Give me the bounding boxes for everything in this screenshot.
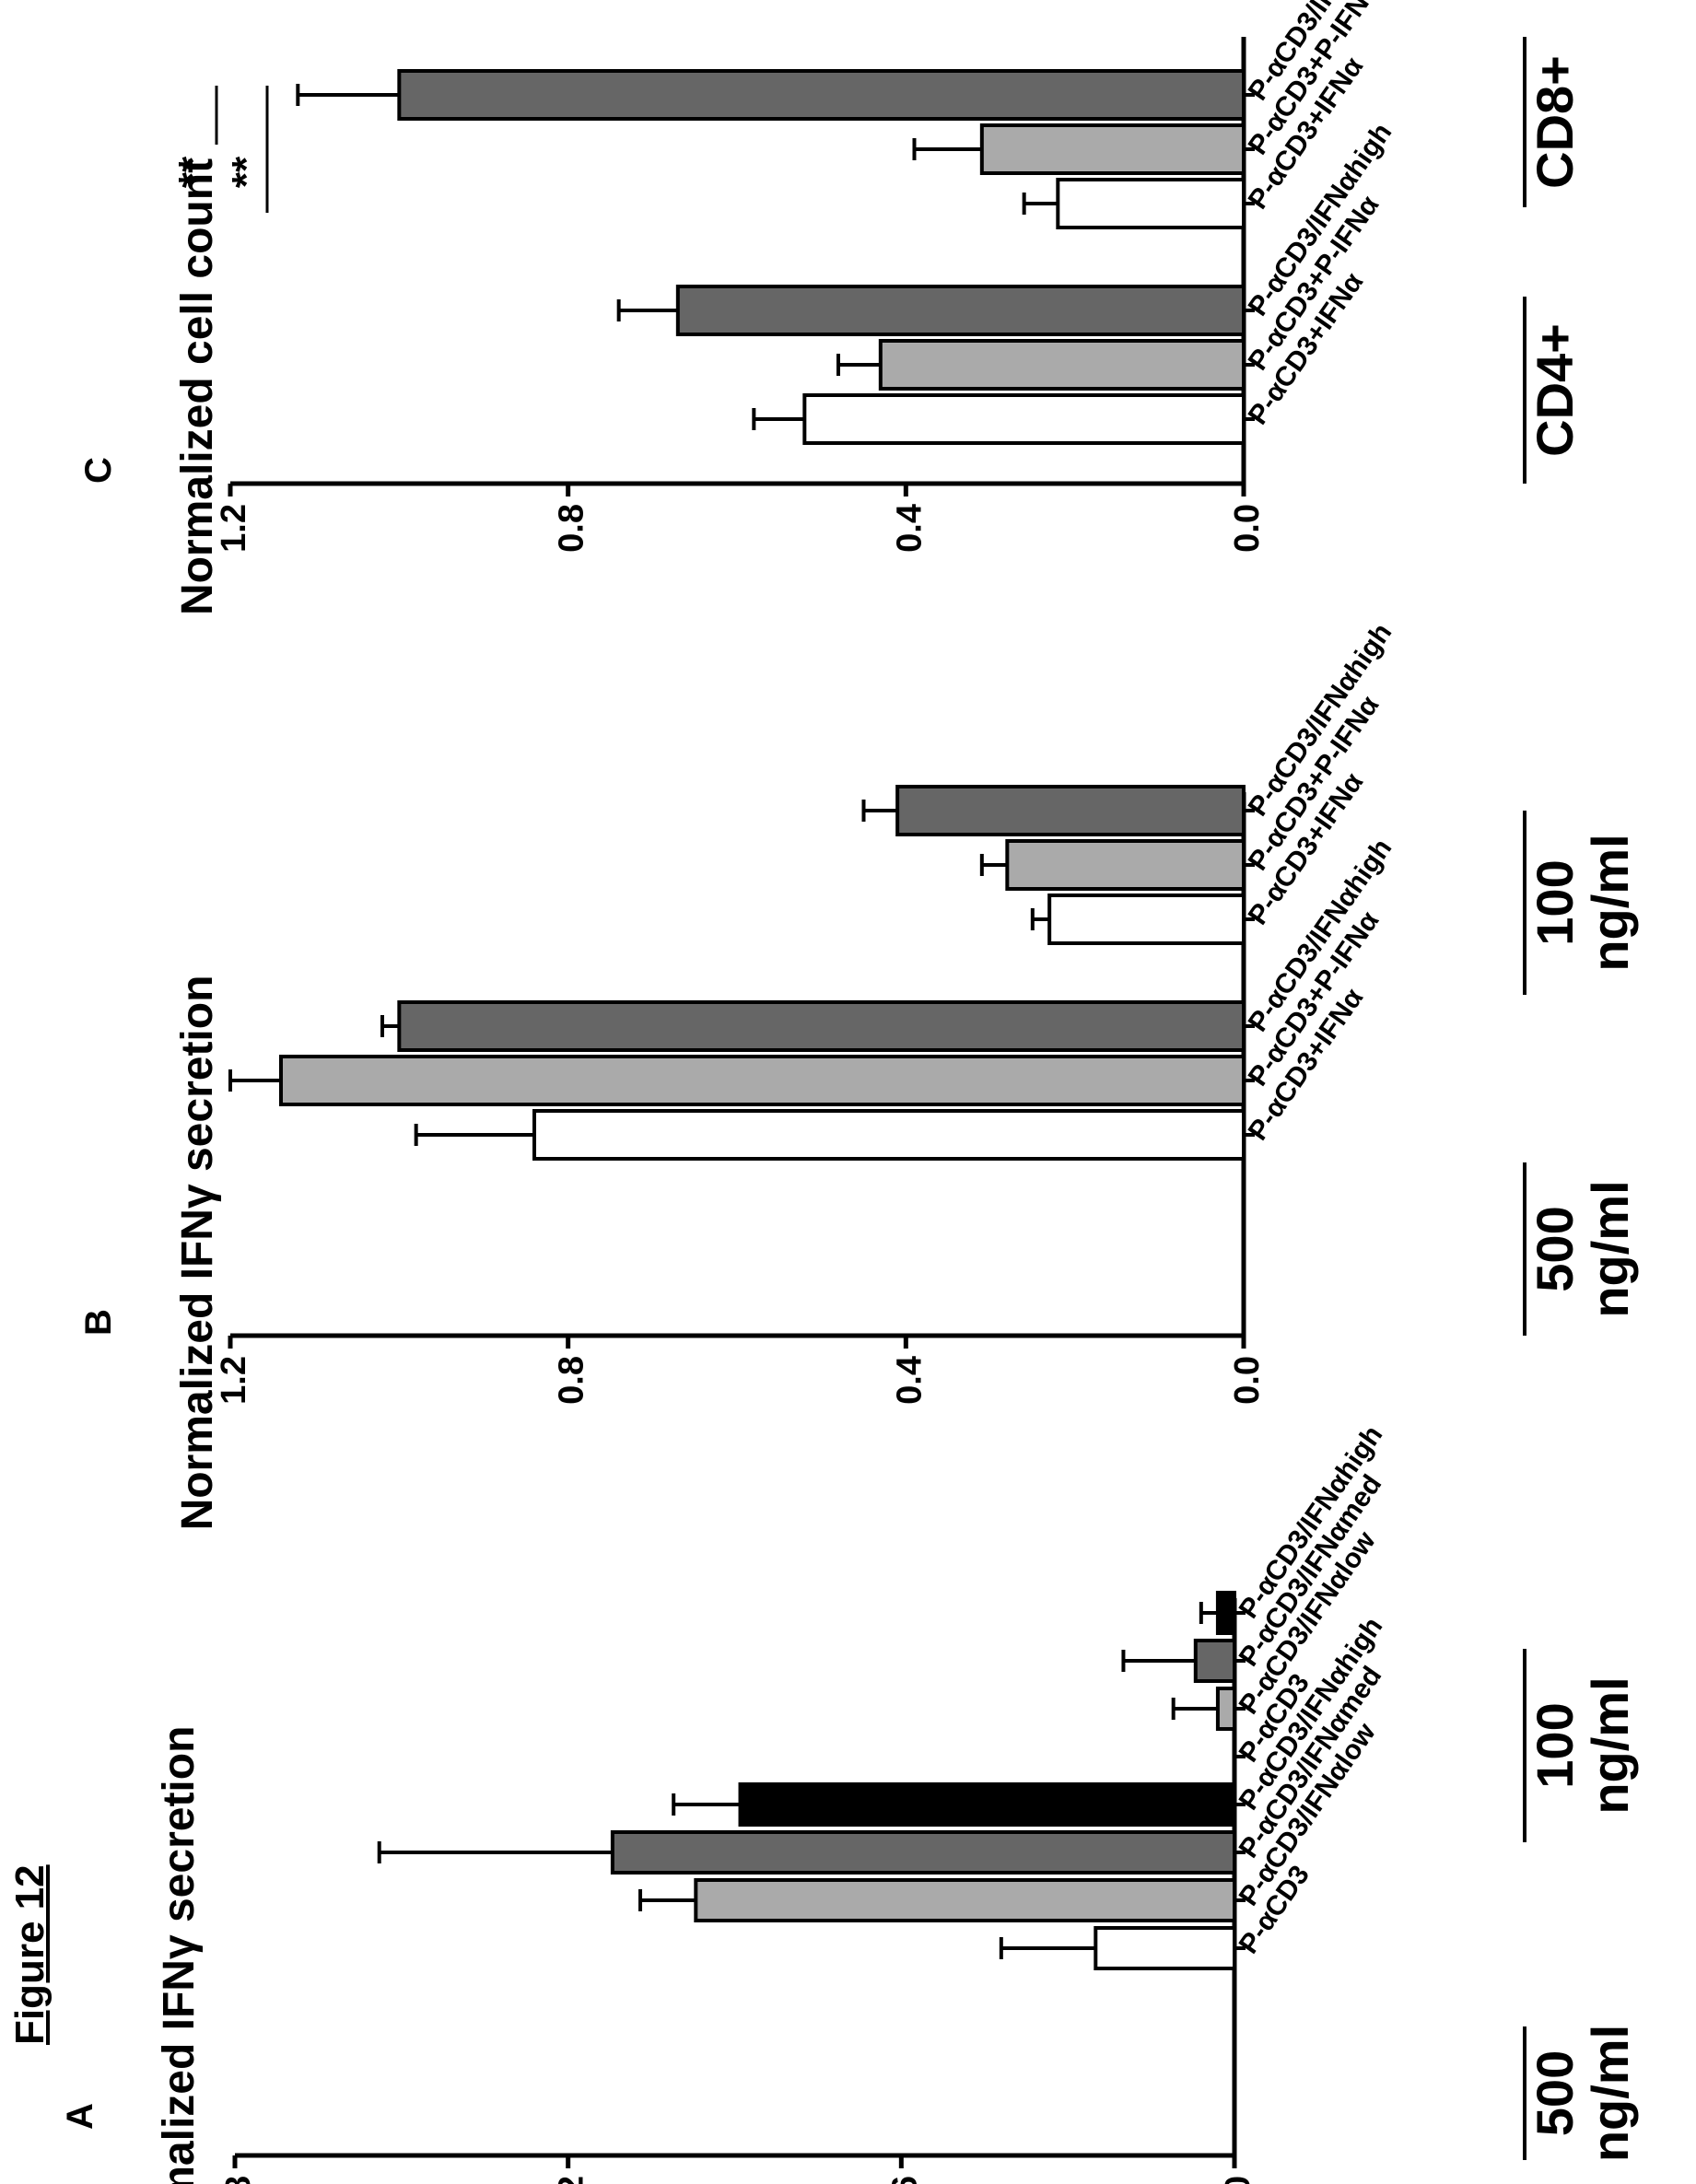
- panel-c-ytick-label: 0.0: [1228, 504, 1267, 553]
- panel-a-ytick-label: 1.8: [219, 2176, 258, 2184]
- panel-b-group-label-value: 500: [1526, 1206, 1584, 1291]
- panel-a-bar: [1193, 1639, 1236, 1683]
- panel-c-group-label: CD8+: [1526, 55, 1584, 189]
- panel-c-group-label: CD4+: [1526, 323, 1584, 457]
- panel-c-significance-marker: **: [170, 156, 216, 188]
- panel-b-plot: 0.00.40.81.2P-αCD3+IFNαP-αCD3+P-IFNαP-αC…: [215, 618, 1639, 1405]
- panel-b-bar: [1047, 893, 1246, 945]
- panel-b-ytick-label: 0.0: [1228, 1356, 1267, 1405]
- panel-b-ylabel: Normalized IFNγ secretion: [173, 975, 222, 1531]
- panel-b-ytick-label: 0.8: [553, 1356, 591, 1405]
- panel-b-group-label-unit: ng/ml: [1581, 1180, 1639, 1317]
- panel-c-bar: [1056, 178, 1246, 229]
- panel-a-ylabel: Normalized IFNγ secretion: [155, 1726, 204, 2184]
- panel-b-ytick-label: 1.2: [215, 1356, 253, 1405]
- panel-a-plot: 0.00.61.21.8P-αCD3P-αCD3/IFNαlowP-αCD3/I…: [219, 1420, 1639, 2184]
- panel-c-bar: [802, 393, 1246, 445]
- panel-c-plot: 0.00.40.81.2P-αCD3+IFNαP-αCD3+P-IFNαP-αC…: [170, 0, 1584, 553]
- panel-a-bar: [1215, 1687, 1236, 1731]
- panel-b-ytick-label: 0.4: [890, 1356, 929, 1405]
- panel-c-ytick-label: 0.4: [890, 504, 929, 553]
- panel-b-bar: [279, 1055, 1246, 1106]
- panel-a-group-label-unit: ng/ml: [1581, 1676, 1639, 1814]
- panel-a-letter: A: [60, 2103, 100, 2130]
- panel-b-group-label-value: 100: [1526, 859, 1584, 945]
- panel-a-ytick-label: 1.2: [553, 2176, 591, 2184]
- panel-b-bar: [895, 785, 1246, 836]
- panel-a: A 0.00.61.21.8P-αCD3P-αCD3/IFNαlowP-αCD3…: [60, 1420, 1639, 2184]
- panel-c-bar: [878, 339, 1246, 391]
- panel-a-bar: [610, 1830, 1236, 1875]
- panel-b-bar: [397, 1000, 1246, 1052]
- panel-b: B 0.00.40.81.2P-αCD3+IFNαP-αCD3+P-IFNαP-…: [78, 618, 1639, 1531]
- panel-a-group-label-unit: ng/ml: [1581, 2025, 1639, 2162]
- panel-c-significance-marker: **: [224, 156, 269, 188]
- panel-a-ytick-label: 0.6: [885, 2176, 924, 2184]
- panel-a-group-label-value: 500: [1526, 2050, 1584, 2136]
- panel-a-bar: [1094, 1926, 1236, 1970]
- panel-c-ylabel: Normalized cell count: [173, 158, 222, 615]
- panel-a-ytick-label: 0.0: [1219, 2176, 1257, 2184]
- panel-c-ytick-label: 1.2: [215, 504, 253, 553]
- panel-b-group-label-unit: ng/ml: [1581, 834, 1639, 971]
- panel-b-bar: [532, 1109, 1246, 1161]
- panel-a-group-label-value: 100: [1526, 1702, 1584, 1788]
- panel-c-bar: [675, 285, 1246, 336]
- panel-c-letter: C: [78, 457, 119, 484]
- panel-b-bar: [1005, 839, 1246, 891]
- panel-a-bar: [694, 1878, 1236, 1922]
- panel-c-bar: [397, 69, 1246, 121]
- panel-c-bar: [979, 123, 1246, 175]
- panel-a-bar: [1215, 1591, 1236, 1635]
- panel-c-ytick-label: 0.8: [553, 504, 591, 553]
- panel-b-letter: B: [78, 1309, 119, 1336]
- panel-a-bar: [738, 1782, 1236, 1827]
- panel-c: C 0.00.40.81.2P-αCD3+IFNαP-αCD3+P-IFNαP-…: [78, 0, 1584, 615]
